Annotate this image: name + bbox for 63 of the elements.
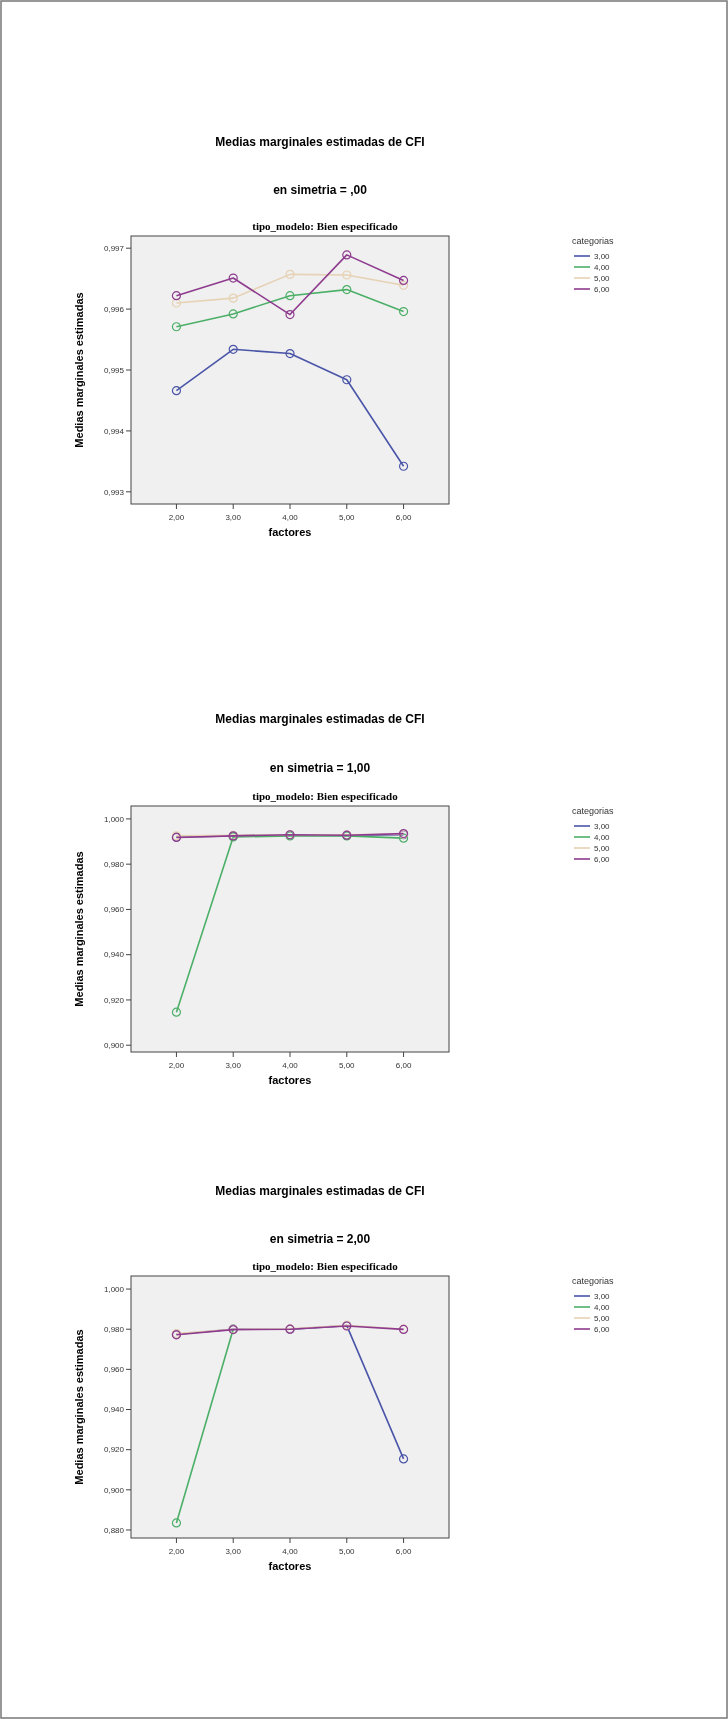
x-axis-title: factores xyxy=(268,1560,312,1572)
y-tick-label: 0,994 xyxy=(103,426,125,436)
x-tick-label: 5,00 xyxy=(339,513,356,522)
legend-title: categorias xyxy=(572,1276,615,1286)
x-axis-title: factores xyxy=(268,526,312,538)
text: tipo_modelo: Bien especificado xyxy=(252,790,399,802)
x-tick-label: 4,00 xyxy=(282,1061,299,1070)
legend-label: 5,00 xyxy=(594,273,611,283)
chart-subtitle: en simetria = 1,00 xyxy=(269,761,371,775)
x-tick-label: 2,00 xyxy=(168,1061,185,1070)
x-tick-label: 2,00 xyxy=(168,513,185,522)
y-tick-label: 0,940 xyxy=(103,950,125,960)
y-axis-title: Medias marginales estimadas xyxy=(73,292,85,448)
y-tick-label: 0,900 xyxy=(103,1485,125,1495)
legend-label: 3,00 xyxy=(594,821,611,831)
y-tick-label: 0,993 xyxy=(103,487,125,497)
x-tick-label: 6,00 xyxy=(395,513,412,522)
legend-label: 6,00 xyxy=(594,1324,611,1334)
x-tick-label: 4,00 xyxy=(282,513,299,522)
y-tick-label: 0,960 xyxy=(103,1365,125,1375)
y-tick-label: 1,000 xyxy=(103,1284,125,1294)
y-tick-label: 0,940 xyxy=(103,1405,125,1415)
legend-label: 3,00 xyxy=(594,251,611,261)
y-tick-label: 0,980 xyxy=(103,1325,125,1334)
y-tick-label: 0,997 xyxy=(103,243,125,253)
legend-label: 5,00 xyxy=(594,1313,611,1323)
x-tick-label: 2,00 xyxy=(168,1547,185,1556)
x-tick-label: 5,00 xyxy=(339,1061,356,1070)
x-tick-label: 6,00 xyxy=(395,1061,412,1070)
legend-label: 5,00 xyxy=(594,843,611,853)
x-tick-label: 5,00 xyxy=(339,1547,356,1556)
legend-label: 3,00 xyxy=(594,1291,611,1301)
y-tick-label: 0,996 xyxy=(103,304,125,314)
chart-subtitle: en simetria = ,00 xyxy=(273,183,368,197)
chart-subtitle: en simetria = 2,00 xyxy=(269,1232,371,1246)
y-tick-label: 0,960 xyxy=(103,905,125,915)
legend-label: 4,00 xyxy=(594,1302,611,1312)
legend-label: 4,00 xyxy=(594,262,611,272)
y-tick-label: 0,980 xyxy=(103,859,125,869)
text: tipo_modelo: Bien especificado xyxy=(252,1260,399,1272)
x-tick-label: 3,00 xyxy=(225,513,242,522)
legend-title: categorias xyxy=(572,806,615,816)
chart-title: Medias marginales estimadas de CFI xyxy=(215,712,425,726)
x-tick-label: 3,00 xyxy=(225,1547,242,1556)
y-tick-label: 0,920 xyxy=(103,995,125,1005)
y-tick-label: 0,900 xyxy=(103,1041,125,1051)
y-axis-title: Medias marginales estimadas xyxy=(73,1329,85,1485)
legend-label: 6,00 xyxy=(594,854,611,864)
x-tick-label: 6,00 xyxy=(395,1547,412,1556)
chart-title: Medias marginales estimadas de CFI xyxy=(215,135,425,149)
y-tick-label: 0,995 xyxy=(103,365,125,375)
y-tick-label: 1,000 xyxy=(103,814,125,824)
x-tick-label: 3,00 xyxy=(225,1061,242,1070)
legend-title: categorias xyxy=(572,236,615,246)
y-tick-label: 0,880 xyxy=(103,1525,125,1535)
legend-label: 6,00 xyxy=(594,284,611,294)
legend-label: 4,00 xyxy=(594,832,611,842)
y-tick-label: 0,920 xyxy=(103,1445,125,1455)
text: tipo_modelo: Bien especificado xyxy=(252,220,399,232)
chart-title: Medias marginales estimadas de CFI xyxy=(215,1184,425,1198)
x-tick-label: 4,00 xyxy=(282,1547,299,1556)
y-axis-title: Medias marginales estimadas xyxy=(73,851,85,1007)
x-axis-title: factores xyxy=(268,1074,312,1086)
